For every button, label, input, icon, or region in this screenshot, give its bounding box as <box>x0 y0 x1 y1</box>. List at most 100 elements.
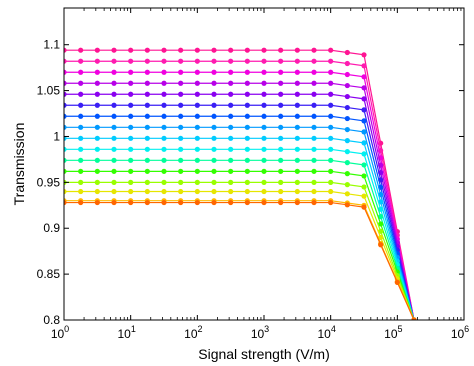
data-point <box>228 58 234 64</box>
data-point <box>128 188 134 195</box>
data-point <box>294 135 300 141</box>
data-point <box>211 179 217 185</box>
data-point <box>311 157 317 163</box>
data-point <box>161 58 167 64</box>
y-tick-label: 1 <box>53 129 60 143</box>
data-point <box>194 113 200 119</box>
data-point <box>211 69 217 75</box>
data-point <box>261 47 267 53</box>
data-point <box>178 199 184 206</box>
data-point <box>344 149 350 155</box>
data-point <box>111 69 117 75</box>
data-point <box>311 113 317 119</box>
data-point <box>311 168 317 174</box>
x-tick-label: 103 <box>251 324 269 341</box>
data-point <box>311 188 317 195</box>
data-point <box>144 91 150 97</box>
series-line <box>64 115 415 320</box>
data-point <box>261 102 267 108</box>
data-point <box>178 58 184 64</box>
series-line <box>64 71 415 320</box>
data-point <box>211 58 217 64</box>
data-point <box>228 168 234 174</box>
x-tick-label: 106 <box>451 324 469 341</box>
data-point <box>128 113 134 119</box>
data-point <box>94 80 100 86</box>
data-point <box>64 91 67 97</box>
data-point <box>78 168 84 174</box>
data-point <box>311 47 317 53</box>
data-point <box>128 47 134 53</box>
data-point <box>161 179 167 185</box>
data-point <box>128 69 134 75</box>
data-point <box>94 188 100 195</box>
x-axis-label: Signal strength (V/m) <box>198 346 330 362</box>
data-point <box>194 135 200 141</box>
data-point <box>344 138 350 144</box>
data-point <box>228 113 234 119</box>
data-point <box>361 129 367 135</box>
data-point <box>78 179 84 185</box>
data-point <box>64 102 67 108</box>
data-point <box>228 179 234 185</box>
data-point <box>361 162 367 168</box>
data-point <box>64 58 67 64</box>
data-point <box>244 124 250 130</box>
data-point <box>161 69 167 75</box>
data-point <box>344 171 350 177</box>
data-point <box>111 47 117 53</box>
data-point <box>344 182 350 188</box>
data-point <box>311 146 317 152</box>
data-point <box>294 58 300 64</box>
series-line <box>64 170 415 320</box>
data-point <box>161 157 167 163</box>
data-point <box>261 113 267 119</box>
data-point <box>311 80 317 86</box>
data-point <box>211 113 217 119</box>
data-point <box>94 102 100 108</box>
data-point <box>328 58 334 64</box>
data-point <box>278 47 284 53</box>
y-axis-label: Transmission <box>11 123 27 206</box>
series-line <box>64 49 415 320</box>
data-point <box>328 47 334 53</box>
data-point <box>94 69 100 75</box>
series-line <box>64 200 415 320</box>
data-point <box>178 102 184 108</box>
data-point <box>194 91 200 97</box>
data-point <box>211 188 217 195</box>
x-tick-label: 101 <box>117 324 135 341</box>
data-point <box>328 168 334 174</box>
series-16 <box>64 199 417 320</box>
data-point <box>261 91 267 97</box>
data-point <box>261 124 267 130</box>
data-point <box>211 199 217 206</box>
data-point <box>261 80 267 86</box>
data-point <box>111 157 117 163</box>
data-point <box>144 168 150 174</box>
x-tick-label: 105 <box>384 324 402 341</box>
data-point <box>344 202 350 208</box>
data-point <box>244 146 250 152</box>
data-point <box>194 69 200 75</box>
data-point <box>311 69 317 75</box>
data-point <box>344 93 350 100</box>
series-line <box>64 126 415 320</box>
data-point <box>161 124 167 130</box>
data-point <box>328 157 334 163</box>
data-point <box>328 113 334 119</box>
data-point <box>144 135 150 141</box>
data-point <box>244 58 250 64</box>
y-tick-label: 1.05 <box>37 84 61 98</box>
data-point <box>78 102 84 108</box>
series-3 <box>64 69 417 320</box>
data-point <box>161 47 167 53</box>
data-point <box>344 191 350 197</box>
data-point <box>278 102 284 108</box>
data-point <box>344 104 350 111</box>
data-point <box>228 102 234 108</box>
data-point <box>261 146 267 152</box>
data-point <box>211 135 217 141</box>
data-point <box>294 91 300 97</box>
